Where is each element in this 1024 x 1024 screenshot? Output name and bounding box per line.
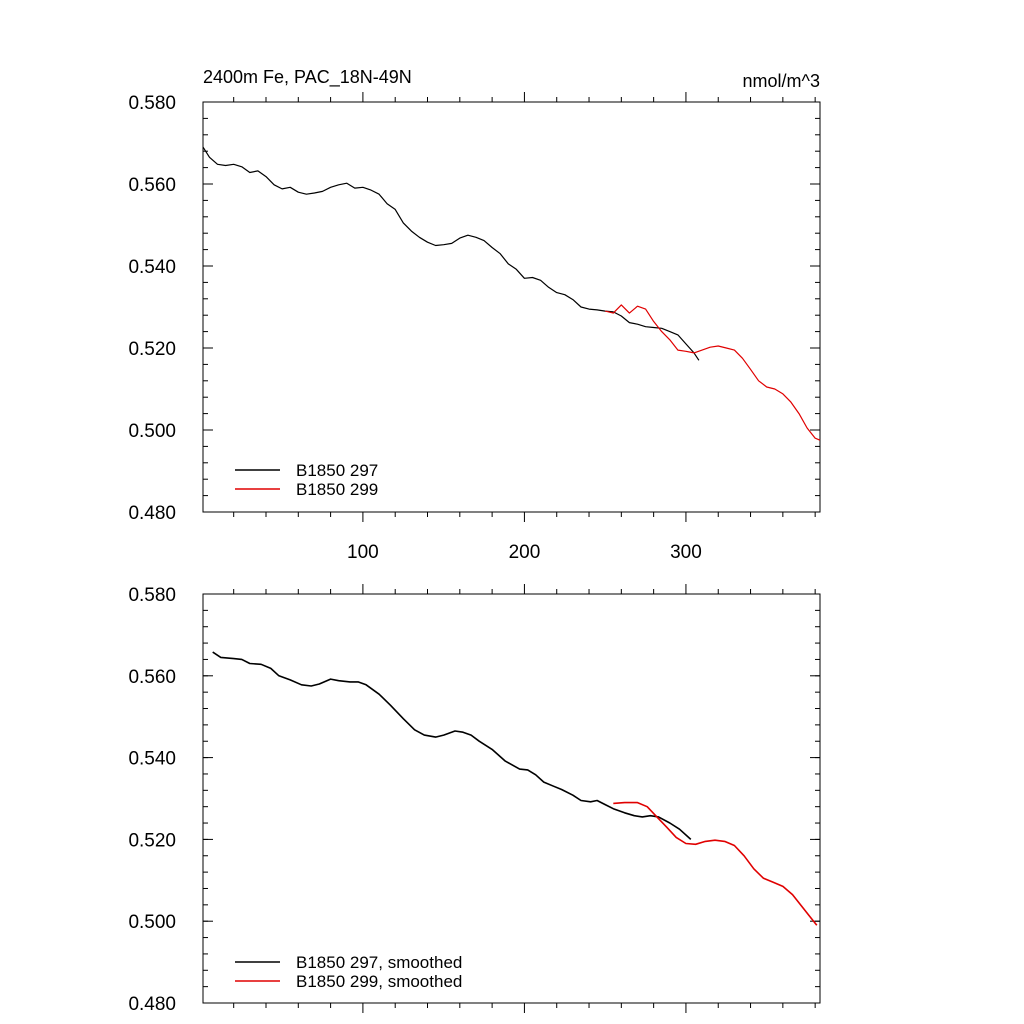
bottom-chart-panel: 0.480 0.500 0.520 0.540 0.560 0.580 B1850 297,… xyxy=(128,584,821,1015)
legend-label-2: B1850 299, smoothed xyxy=(296,972,462,991)
y-tick-label: 0.540 xyxy=(128,749,176,770)
plot-frame xyxy=(202,101,821,513)
x-tick-label: 300 xyxy=(670,542,702,563)
y-tick-label: 0.520 xyxy=(128,339,176,360)
y-tick-label: 0.480 xyxy=(128,994,176,1015)
y-tick-label: 0.580 xyxy=(128,585,176,606)
chart-units-label: nmol/m^3 xyxy=(743,71,820,91)
series-line-1 xyxy=(202,146,700,361)
series-line-2 xyxy=(605,304,821,441)
legend-label-1: B1850 297 xyxy=(296,461,378,480)
y-tick-label: 0.580 xyxy=(128,93,176,114)
series-line-2 xyxy=(613,801,818,926)
x-tick-label: 200 xyxy=(509,542,541,563)
y-tick-label: 0.500 xyxy=(128,912,176,933)
x-tick-label: 100 xyxy=(347,542,379,563)
legend-label-2: B1850 299 xyxy=(296,480,378,499)
legend-label-1: B1850 297, smoothed xyxy=(296,953,462,972)
top-chart-panel: 2400m Fe, PAC_18N-49N nmol/m^3 0.480 0.50… xyxy=(128,67,821,563)
y-tick-label: 0.560 xyxy=(128,175,176,196)
plot-frame xyxy=(202,593,821,1004)
series-line-1 xyxy=(212,651,692,840)
y-tick-label: 0.540 xyxy=(128,257,176,278)
chart-title-left: 2400m Fe, PAC_18N-49N xyxy=(203,67,412,88)
y-tick-label: 0.560 xyxy=(128,667,176,688)
y-tick-label: 0.480 xyxy=(128,503,176,524)
y-tick-label: 0.520 xyxy=(128,830,176,851)
y-tick-label: 0.500 xyxy=(128,421,176,442)
